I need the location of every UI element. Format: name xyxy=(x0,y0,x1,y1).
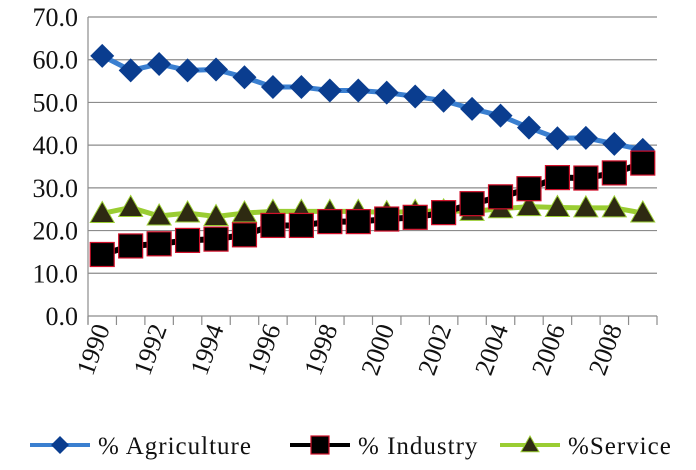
y-tick-label: 20.0 xyxy=(33,217,79,246)
x-tick-label: 2000 xyxy=(355,320,400,379)
series-industry xyxy=(89,150,656,268)
data-point-diamond xyxy=(175,58,200,83)
data-point-diamond xyxy=(51,436,69,454)
data-point-square xyxy=(544,165,571,191)
legend: % Agriculture % Industry %Service xyxy=(30,433,672,460)
data-point-square xyxy=(146,231,172,257)
data-point-square xyxy=(174,227,201,253)
x-tick-label: 1998 xyxy=(298,320,343,379)
y-axis: 0.0 10.0 20.0 30.0 40.0 50.0 60.0 70.0 xyxy=(33,3,79,331)
y-tick-label: 40.0 xyxy=(33,131,79,160)
data-point-diamond xyxy=(204,57,229,82)
data-point-diamond xyxy=(260,75,285,100)
data-point-triangle xyxy=(89,200,116,223)
data-point-diamond xyxy=(403,84,428,109)
data-point-square xyxy=(573,165,599,191)
data-point-square xyxy=(431,200,457,226)
data-point-triangle xyxy=(629,200,656,223)
data-point-triangle xyxy=(174,200,201,223)
data-point-square xyxy=(630,150,656,176)
y-tick-label: 10.0 xyxy=(33,259,79,288)
data-point-square xyxy=(374,206,400,232)
x-tick-label: 2006 xyxy=(526,320,571,379)
x-tick-label: 2008 xyxy=(583,320,628,379)
data-point-square xyxy=(402,204,428,230)
legend-label: % Agriculture xyxy=(98,433,252,460)
y-tick-label: 70.0 xyxy=(33,3,79,32)
y-tick-label: 60.0 xyxy=(33,46,79,75)
data-point-square xyxy=(118,233,144,259)
series-group xyxy=(89,43,656,268)
data-point-square xyxy=(288,212,314,239)
data-point-triangle xyxy=(146,203,172,226)
data-point-diamond xyxy=(516,115,541,140)
data-point-triangle xyxy=(544,194,571,218)
data-point-diamond xyxy=(118,58,143,83)
data-point-diamond xyxy=(346,78,371,103)
data-point-triangle xyxy=(520,434,540,453)
data-point-square xyxy=(203,226,229,252)
series-agriculture xyxy=(90,43,655,162)
y-tick-label: 50.0 xyxy=(33,88,79,117)
data-point-triangle xyxy=(203,203,229,226)
data-point-diamond xyxy=(545,126,570,151)
data-point-diamond xyxy=(289,75,314,100)
data-point-triangle xyxy=(573,194,599,218)
x-tick-label: 1996 xyxy=(242,320,287,379)
data-point-square xyxy=(260,212,286,239)
data-point-triangle xyxy=(601,194,628,218)
legend-item: % Agriculture xyxy=(30,433,252,460)
data-point-square xyxy=(459,191,485,217)
data-point-diamond xyxy=(573,125,598,150)
x-tick-label: 1994 xyxy=(185,320,230,379)
y-tick-label: 0.0 xyxy=(46,302,79,331)
data-point-diamond xyxy=(431,88,456,113)
data-point-triangle xyxy=(117,194,144,218)
data-point-diamond xyxy=(232,65,257,90)
data-point-square xyxy=(317,209,343,235)
data-point-square xyxy=(487,184,514,210)
legend-item: %Service xyxy=(500,433,672,460)
data-point-triangle xyxy=(231,200,258,223)
data-point-square xyxy=(345,209,371,235)
data-point-diamond xyxy=(602,131,627,156)
data-point-square xyxy=(89,241,115,268)
x-axis: 1990 1992 1994 1996 1998 2000 2002 2004 2006 2008 xyxy=(71,320,628,379)
data-point-square xyxy=(231,222,258,248)
data-point-square xyxy=(310,435,330,455)
y-tick-label: 30.0 xyxy=(33,174,79,203)
data-point-diamond xyxy=(460,96,485,121)
data-point-square xyxy=(601,160,627,186)
legend-label: % Industry xyxy=(358,433,478,460)
data-point-diamond xyxy=(147,51,172,76)
gridlines xyxy=(87,16,658,325)
data-point-square xyxy=(516,176,542,202)
data-point-diamond xyxy=(317,78,342,103)
x-tick-label: 2004 xyxy=(469,320,514,379)
legend-item: % Industry xyxy=(290,433,478,460)
x-tick-label: 1992 xyxy=(128,320,173,379)
data-point-diamond xyxy=(90,43,115,68)
data-point-diamond xyxy=(488,103,513,128)
data-point-triangle xyxy=(516,193,542,217)
data-point-diamond xyxy=(374,80,399,105)
x-tick-label: 2002 xyxy=(412,320,457,379)
legend-label: %Service xyxy=(568,433,672,460)
